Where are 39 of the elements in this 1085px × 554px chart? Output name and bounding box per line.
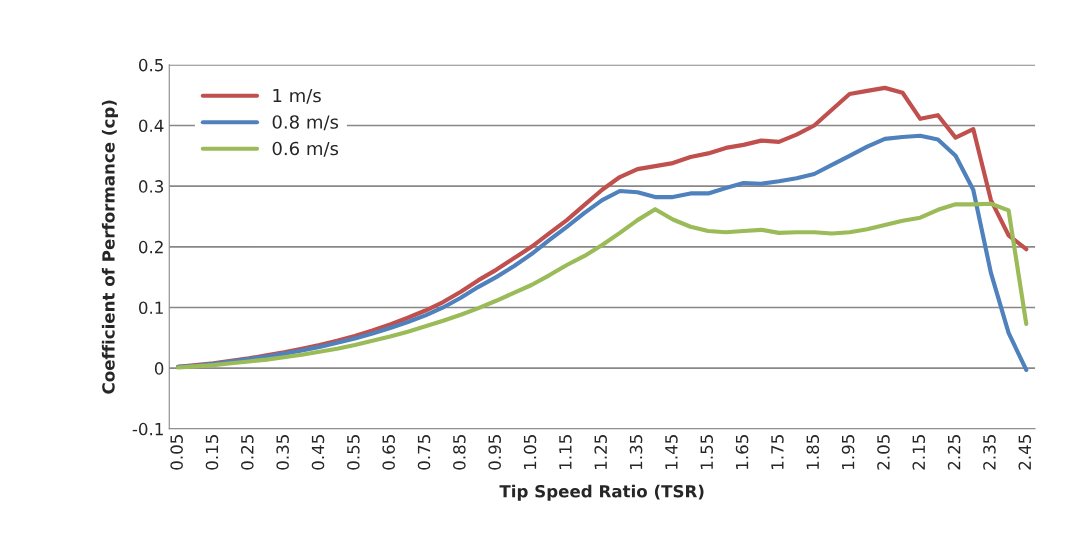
x-tick-label: 0.45	[311, 435, 325, 470]
x-tick-label: 2.35	[983, 435, 996, 470]
x-tick-label: 2.45	[1018, 435, 1032, 470]
y-axis-title: Coefficient of Performance (cp)	[101, 100, 118, 394]
line-series	[176, 133, 1029, 373]
x-tick-label: 2.05	[877, 435, 890, 470]
x-tick-label: 0.25	[241, 435, 254, 470]
x-tick-label: 0.95	[488, 435, 501, 470]
legend-label: 1 m/s	[273, 88, 321, 104]
y-tick-label: -0.1	[132, 422, 163, 436]
y-tick-label: 0	[154, 362, 164, 375]
x-tick-label: 1.35	[629, 435, 643, 469]
x-tick-label: 0.05	[170, 435, 183, 470]
x-tick-label: 1.25	[594, 435, 608, 469]
line-series	[176, 201, 1029, 370]
x-tick-label: 1.55	[700, 435, 714, 469]
x-tick-label: 0.55	[347, 435, 360, 470]
y-tick-label: 0.1	[138, 301, 163, 315]
y-tick-label: 0.3	[138, 180, 164, 193]
x-tick-label: 1.15	[559, 435, 572, 469]
x-tick-label: 1.75	[771, 435, 784, 469]
x-tick-label: 1.65	[735, 435, 749, 469]
y-tick-label: 0.4	[138, 119, 164, 133]
x-tick-label: 1.95	[841, 435, 855, 469]
y-tick-label: 0.2	[138, 240, 163, 254]
x-tick-label: 0.15	[205, 435, 219, 470]
x-tick-label: 0.65	[382, 435, 395, 470]
x-tick-label: 1.05	[523, 435, 537, 469]
x-tick-label: 1.45	[665, 435, 678, 469]
y-tick-label: 0.5	[138, 58, 163, 72]
x-tick-label: 1.85	[806, 435, 820, 469]
x-tick-label: 0.85	[453, 435, 466, 470]
x-tick-label: 0.35	[276, 435, 289, 470]
legend-label: 0.8 m/s	[272, 115, 339, 131]
x-tick-label: 2.15	[912, 435, 926, 470]
x-tick-label: 0.75	[417, 435, 431, 470]
legend-label: 0.6 m/s	[272, 141, 339, 157]
x-tick-label: 2.25	[947, 435, 961, 470]
x-axis-title: Tip Speed Ratio (TSR)	[499, 484, 704, 501]
